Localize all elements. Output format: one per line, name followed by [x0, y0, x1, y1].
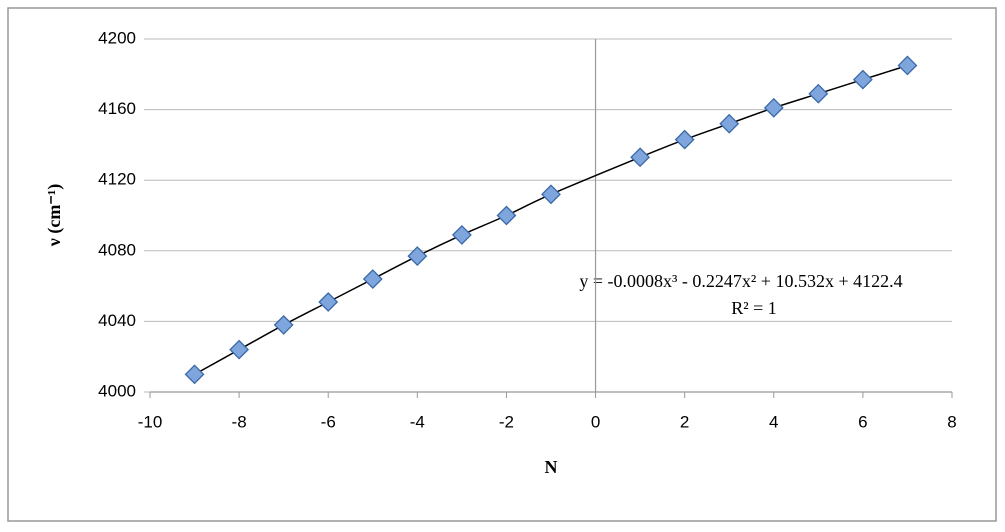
point [674, 129, 695, 150]
point [719, 113, 740, 134]
point [630, 147, 651, 168]
point [451, 224, 472, 245]
point [273, 315, 294, 335]
point [362, 269, 383, 289]
chart-border [7, 7, 997, 522]
x-tick-label: 2 [680, 412, 689, 431]
x-tick-label: -4 [410, 412, 425, 431]
r-squared: R² = 1 [731, 298, 777, 318]
y-tick-label: 4160 [98, 99, 136, 118]
point [897, 55, 918, 76]
y-tick-label: 4200 [98, 28, 136, 47]
y-tick-label: 4120 [98, 170, 136, 189]
y-tick-label: 4080 [98, 240, 136, 259]
point [541, 184, 561, 205]
y-tick-label: 4000 [98, 381, 136, 400]
trendline [194, 64, 908, 376]
point [229, 339, 250, 360]
y-axis-label: ν (cm⁻¹) [44, 184, 65, 247]
y-tick-label: 4040 [98, 311, 136, 330]
x-axis-label: N [545, 457, 558, 477]
trendline-equation: y = -0.0008x³ - 0.2247x² + 10.532x + 412… [579, 271, 902, 291]
x-tick-label: -2 [499, 412, 514, 431]
x-tick-label: -8 [232, 412, 247, 431]
x-tick-label: 0 [591, 412, 600, 431]
x-tick-label: -6 [321, 412, 336, 431]
x-tick-label: 6 [858, 412, 867, 431]
x-tick-label: -10 [138, 412, 163, 431]
point [496, 205, 517, 226]
point [318, 292, 339, 312]
point [407, 246, 428, 267]
point [763, 97, 784, 118]
x-tick-label: 4 [769, 412, 778, 431]
point [184, 364, 205, 385]
x-tick-label: 8 [947, 412, 956, 431]
point [852, 69, 873, 90]
point [808, 83, 829, 104]
